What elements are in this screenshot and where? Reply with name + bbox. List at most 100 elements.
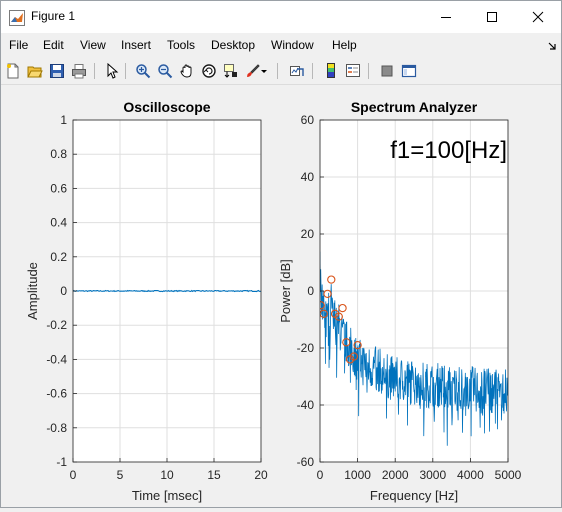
maximize-button[interactable] [469,1,515,33]
toolbar-separator [277,63,278,79]
peak-marker [320,301,325,310]
y-tick-label: -0.6 [46,387,67,401]
rotate-3d-icon [202,64,216,78]
zoom-in-icon [136,64,151,79]
frequency-annotation: f1=100[Hz] [390,137,507,164]
rotate-3d-button[interactable] [199,61,219,81]
new-figure-icon [7,63,19,79]
peak-marker [327,275,336,284]
y-tick-label: -20 [297,341,315,355]
brush-dropdown-button[interactable] [259,61,269,81]
open-file-icon [27,66,43,78]
close-icon [532,11,544,23]
menu-window[interactable]: Window [271,38,314,52]
y-tick-label: -40 [297,398,315,412]
pan-icon [180,64,192,78]
title-bar: Figure 1 [1,1,561,33]
x-tick-label: 2000 [382,468,409,482]
data-cursor-button[interactable] [221,61,241,81]
new-figure-button[interactable] [3,61,23,81]
oscilloscope-trace [73,289,261,293]
spectrum-data [320,251,508,446]
matlab-icon [9,10,25,26]
y-tick-label: -1 [56,455,67,469]
x-tick-label: 4000 [457,468,484,482]
peak-marker [334,312,343,321]
brush-button[interactable] [243,61,263,81]
menu-file[interactable]: File [9,38,29,52]
oscilloscope-ticks: 0 5 10 15 20 -1 -0.8 -0.6 -0.4 -0.2 0 0.2 0.4 0.6 0.8 1 [46,113,268,482]
dock-figure-icon[interactable] [548,42,557,51]
edit-plot-button[interactable] [102,61,122,81]
hide-plot-tools-button[interactable] [377,61,397,81]
y-tick-label: 20 [301,227,315,241]
y-tick-label: -0.4 [46,352,67,366]
insert-legend-button[interactable] [343,61,363,81]
y-tick-label: 0.6 [50,181,67,195]
y-tick-label: 0 [307,284,314,298]
minimize-icon [441,17,451,18]
spectrum-axes[interactable]: 0 1000 2000 3000 4000 5000 -60 -40 -20 0 20 40 60 Sp… [278,99,522,503]
print-icon [72,64,86,79]
x-tick-label: 20 [254,468,268,482]
oscilloscope-axes[interactable]: 0 5 10 15 20 -1 -0.8 -0.6 -0.4 -0.2 0 0.2 0.4 0.6 0.8 1… [25,99,268,503]
toolbar-separator [94,63,95,79]
peak-marker [342,338,351,347]
y-tick-label: 1 [60,113,67,127]
oscilloscope-xlabel: Time [msec] [132,488,202,503]
toolbar-separator [312,63,313,79]
peak-marker [338,303,347,313]
x-tick-label: 5000 [495,468,522,482]
oscilloscope-title: Oscilloscope [123,99,210,115]
open-file-button[interactable] [25,61,45,81]
menu-view[interactable]: View [80,38,106,52]
x-tick-label: 15 [207,468,221,482]
zoom-out-button[interactable] [155,61,175,81]
insert-colorbar-button[interactable] [321,61,341,81]
y-tick-label: 0.4 [50,216,67,230]
peak-marker [323,289,332,298]
menu-tools[interactable]: Tools [167,38,196,52]
menu-desktop[interactable]: Desktop [211,38,256,52]
window-title: Figure 1 [31,9,76,23]
spectrum-xlabel: Frequency [Hz] [370,488,458,503]
pan-button[interactable] [177,61,197,81]
show-plot-tools-icon [401,64,417,78]
link-plot-button[interactable] [287,61,307,81]
insert-colorbar-icon [327,63,335,78]
figure-toolbar [1,58,561,85]
data-cursor-icon [224,64,237,78]
spectrum-ticks: 0 1000 2000 3000 4000 5000 -60 -40 -20 0 20 40 60 [297,113,522,482]
maximize-icon [487,12,497,22]
y-tick-label: 40 [301,170,315,184]
y-tick-label: -60 [297,455,315,469]
close-button[interactable] [515,1,561,33]
oscilloscope-ylabel: Amplitude [25,262,40,320]
spectrum-trace [320,251,508,446]
toolbar-separator [125,63,126,79]
y-tick-label: -0.2 [46,318,67,332]
minimize-button[interactable] [423,1,469,33]
menu-bar: File Edit View Insert Tools Desktop Wind… [1,35,561,55]
toolbar-separator [368,63,369,79]
save-button[interactable] [47,61,67,81]
x-tick-label: 0 [70,468,77,482]
x-tick-label: 5 [117,468,124,482]
menu-insert[interactable]: Insert [121,38,152,52]
spectrum-ylabel: Power [dB] [278,259,293,323]
plots-svg: 0 5 10 15 20-1-0.8-0.6-0.4-0.200.20.40.60.81… [25,99,522,503]
print-button[interactable] [69,61,89,81]
brush-icon [247,64,260,77]
y-tick-label: 0 [60,284,67,298]
menu-edit[interactable]: Edit [43,38,64,52]
y-tick-label: -0.8 [46,421,67,435]
hide-plot-tools-icon [381,65,393,77]
peak-marker [349,352,358,361]
y-tick-label: 0.8 [50,147,67,161]
save-icon [50,64,64,78]
zoom-in-button[interactable] [133,61,153,81]
oscilloscope-data [73,289,261,293]
show-plot-tools-button[interactable] [399,61,419,81]
menu-help[interactable]: Help [332,38,357,52]
